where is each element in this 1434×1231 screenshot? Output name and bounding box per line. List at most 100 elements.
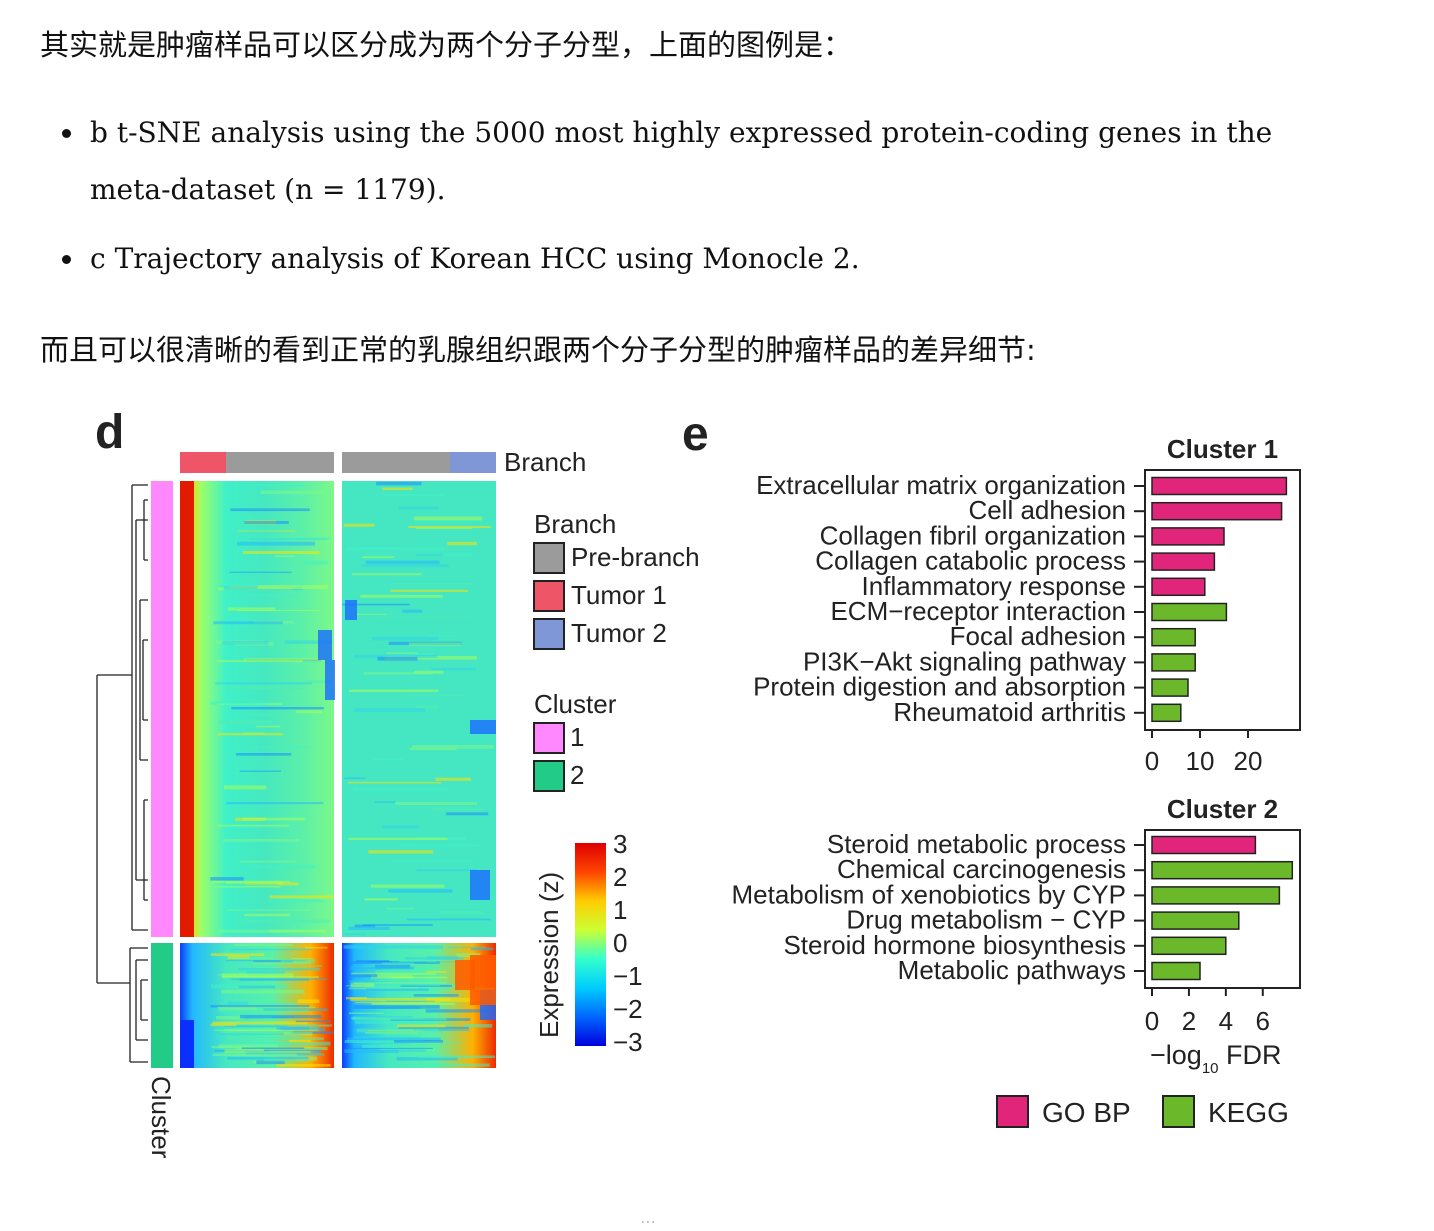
heatmap-streak xyxy=(291,958,313,960)
heatmap-streak xyxy=(239,770,282,772)
branch-track-tumor2 xyxy=(450,452,496,473)
category-label: Steroid hormone biosynthesis xyxy=(783,930,1126,960)
heatmap-streak xyxy=(237,541,315,546)
plot-frame xyxy=(1144,469,1301,731)
heatmap-streak xyxy=(352,1016,413,1019)
heatmap-streak xyxy=(231,948,313,951)
heatmap-streak xyxy=(254,484,303,487)
category-label: Extracellular matrix organization xyxy=(756,470,1126,500)
heatmap-streak xyxy=(210,1023,237,1027)
colorbar-tick: 1 xyxy=(613,895,627,925)
heatmap-streak xyxy=(260,490,324,494)
heatmap-cold-patch xyxy=(470,870,490,900)
heatmap-streak xyxy=(227,955,249,959)
heatmap-streak xyxy=(226,909,311,911)
heatmap-streak xyxy=(353,982,448,984)
legend-label-tumor2: Tumor 2 xyxy=(571,618,667,648)
legend-swatch-gobp xyxy=(996,1095,1029,1128)
colorbar-tick: 0 xyxy=(613,928,627,958)
heatmap-streak xyxy=(280,959,316,963)
heatmap-streak xyxy=(383,494,444,497)
heatmap-streak xyxy=(276,1027,325,1032)
dendrogram xyxy=(96,484,148,1063)
chart-title: Cluster 1 xyxy=(1167,434,1278,464)
heatmap-streak xyxy=(210,953,265,956)
heatmap-streak xyxy=(210,1005,310,1008)
heatmap-streak xyxy=(239,978,310,981)
heatmap-streak xyxy=(221,973,294,978)
colorbar xyxy=(575,843,606,1046)
heatmap-streak xyxy=(379,1042,409,1044)
heatmap-streak xyxy=(438,911,484,914)
heatmap-streak xyxy=(435,777,471,781)
panel-d-letter: d xyxy=(95,406,124,459)
heatmap-streak xyxy=(366,988,429,991)
category-label: Cell adhesion xyxy=(968,495,1126,525)
heatmap-streak xyxy=(256,1060,285,1065)
heatmap-streak xyxy=(350,997,450,1001)
bar xyxy=(1151,653,1196,672)
legend-cluster-title: Cluster xyxy=(534,689,617,719)
legend-label-kegg: KEGG xyxy=(1208,1097,1289,1128)
heatmap-streak xyxy=(359,613,392,616)
heatmap-streak xyxy=(236,753,292,756)
heatmap-streak xyxy=(295,1020,331,1023)
heatmap-streak xyxy=(407,918,492,921)
heatmap-streak xyxy=(242,817,305,821)
x-axis-label: −log10 FDR xyxy=(1150,1040,1282,1077)
legend-swatch-kegg xyxy=(1162,1095,1195,1128)
heatmap-streak xyxy=(353,1036,422,1039)
bar xyxy=(1151,703,1182,723)
legend-label-cluster1: 1 xyxy=(570,722,584,752)
x-tick-label: 0 xyxy=(1145,1006,1159,1036)
heatmap-streak xyxy=(249,714,273,716)
category-label: Drug metabolism − CYP xyxy=(846,905,1126,935)
legend-label-prebranch: Pre-branch xyxy=(571,542,700,572)
heatmap-streak xyxy=(244,913,291,917)
heatmap-streak xyxy=(231,707,324,710)
heatmap-streak xyxy=(425,997,478,1002)
heatmap-streak xyxy=(295,710,323,714)
heatmap-streak xyxy=(234,943,293,947)
cluster-axis-label: Cluster xyxy=(146,1076,176,1159)
bar xyxy=(1151,678,1189,697)
x-tick-label: 20 xyxy=(1234,746,1263,776)
list-item: b t-SNE analysis using the 5000 most hig… xyxy=(62,104,1332,218)
heatmap-streak xyxy=(224,1049,311,1053)
cluster-bar-2 xyxy=(151,943,173,1068)
heatmap-streak xyxy=(212,1021,308,1025)
heatmap-streak xyxy=(351,972,436,975)
list-item: c Trajectory analysis of Korean HCC usin… xyxy=(62,230,1332,287)
legend-branch-items: Pre-branch Tumor 1 Tumor 2 xyxy=(533,542,700,650)
heatmap-streak xyxy=(369,979,429,981)
heatmap-streak xyxy=(277,1054,307,1058)
category-label: ECM−receptor interaction xyxy=(830,596,1126,626)
heatmap-streak xyxy=(345,933,367,936)
heatmap-cold-patch xyxy=(345,600,357,620)
heatmap-streak xyxy=(226,528,279,531)
heatmap-streak xyxy=(348,1047,433,1049)
colorbar-tick: −3 xyxy=(613,1027,643,1057)
heatmap-streak xyxy=(248,538,328,540)
heatmap-streak xyxy=(382,487,413,491)
heatmap-streak xyxy=(227,607,276,611)
heatmap-streak xyxy=(223,839,300,842)
heatmap-streak xyxy=(305,946,328,949)
heatmap-streak xyxy=(431,807,484,811)
heatmap-streak xyxy=(211,984,287,989)
heatmap-streak xyxy=(212,880,291,883)
heatmap-streak xyxy=(408,642,462,647)
heatmap-streak xyxy=(343,945,444,949)
heatmap-streak xyxy=(348,593,407,595)
heatmap-streak xyxy=(241,1047,304,1049)
heatmap-streak xyxy=(305,680,332,684)
heatmap-streak xyxy=(225,685,305,690)
heatmap-streak xyxy=(344,1040,424,1043)
heatmap-streak xyxy=(217,1006,316,1009)
heatmap-streak xyxy=(414,516,483,521)
heatmap-streak xyxy=(235,746,308,748)
colorbar-tick: −2 xyxy=(613,994,643,1024)
heatmap-streak xyxy=(353,787,448,791)
heatmap-streak xyxy=(384,1049,427,1052)
heatmap-streak xyxy=(412,745,494,749)
